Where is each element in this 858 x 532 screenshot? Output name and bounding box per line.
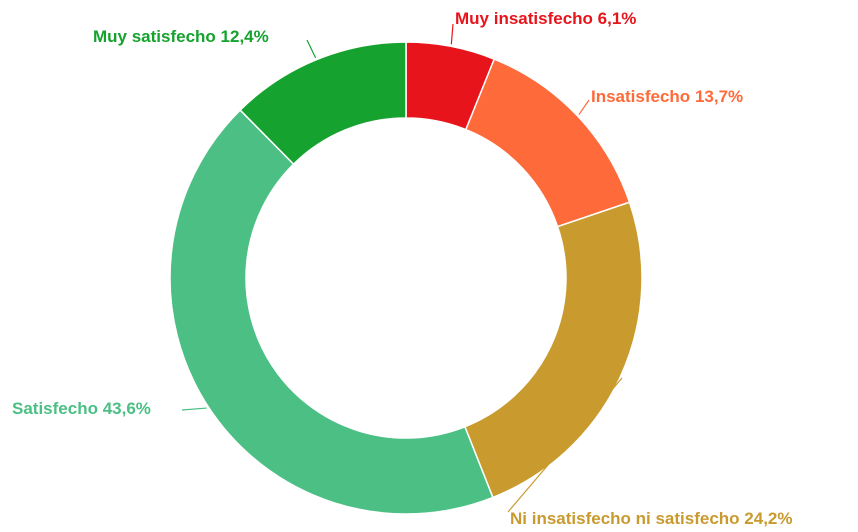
donut-slice <box>464 58 631 228</box>
donut-slice <box>169 109 494 515</box>
leader-line <box>450 23 454 45</box>
category-name: Insatisfecho <box>591 87 690 106</box>
category-name: Muy satisfecho <box>93 27 216 46</box>
value-label: 12,4% <box>221 27 269 46</box>
slice-label: Muy satisfecho 12,4% <box>93 27 269 46</box>
leader-line <box>181 407 207 411</box>
donut-slice <box>463 201 643 499</box>
category-name: Ni insatisfecho ni satisfecho <box>510 509 740 528</box>
donut-slice <box>239 41 407 166</box>
value-label: 6,1% <box>598 9 637 28</box>
slice-label: Ni insatisfecho ni satisfecho 24,2% <box>510 509 793 528</box>
value-label: 24,2% <box>744 509 792 528</box>
value-label: 13,7% <box>695 87 743 106</box>
slice-label: Insatisfecho 13,7% <box>591 87 743 106</box>
category-name: Muy insatisfecho <box>455 9 593 28</box>
leader-line <box>507 377 623 513</box>
category-name: Satisfecho <box>12 399 98 418</box>
leader-line <box>306 39 317 59</box>
slice-label: Satisfecho 43,6% <box>12 399 151 418</box>
slice-label: Muy insatisfecho 6,1% <box>455 9 636 28</box>
leader-line <box>578 99 590 115</box>
value-label: 43,6% <box>103 399 151 418</box>
